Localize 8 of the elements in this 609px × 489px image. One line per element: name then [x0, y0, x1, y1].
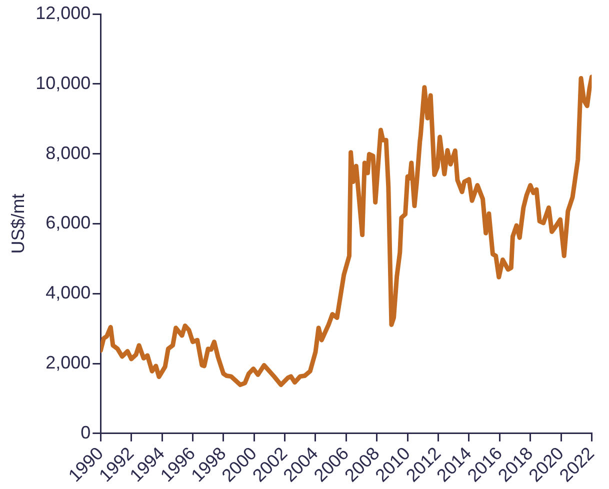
y-tick-label: 10,000	[36, 72, 91, 93]
y-tick-label: 2,000	[46, 352, 91, 372]
y-tick-label: 0	[80, 422, 91, 442]
y-tick-label: 12,000	[36, 2, 91, 23]
y-tick-label: 4,000	[46, 282, 91, 303]
y-tick-label: 8,000	[46, 142, 91, 163]
y-tick-label: 6,000	[46, 212, 91, 233]
y-axis-title: US$/mt	[8, 194, 28, 254]
